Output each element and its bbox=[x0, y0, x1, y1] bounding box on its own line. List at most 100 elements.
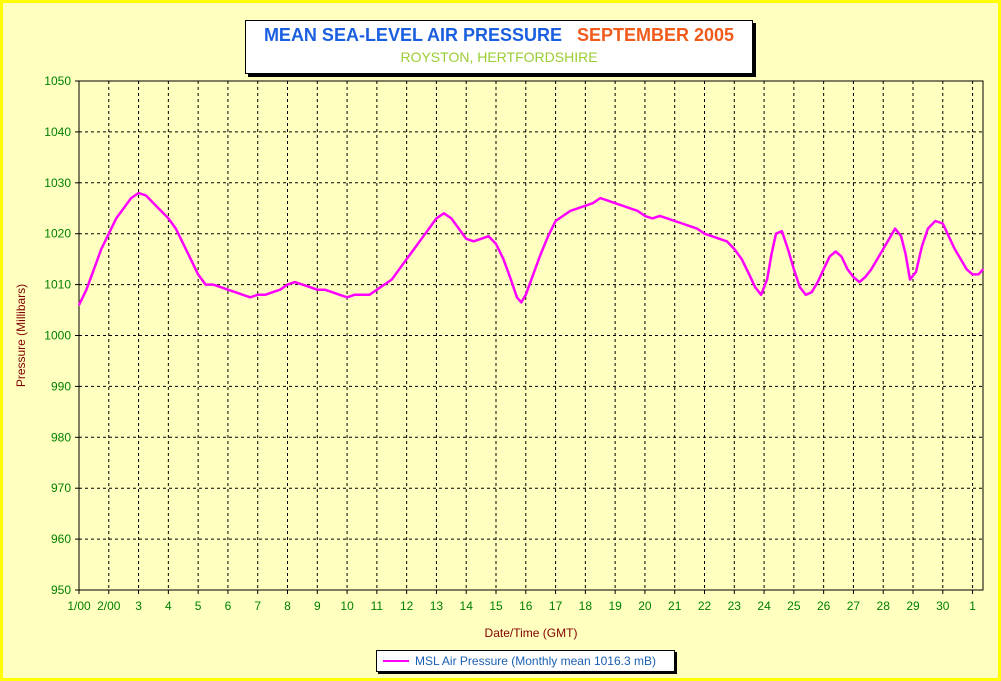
data-point bbox=[904, 253, 907, 255]
series-layer bbox=[77, 191, 984, 306]
data-point bbox=[175, 227, 177, 230]
y-tick-label: 990 bbox=[51, 379, 71, 393]
data-point bbox=[458, 227, 460, 230]
data-point bbox=[921, 245, 923, 248]
data-point bbox=[584, 204, 587, 207]
data-point bbox=[204, 283, 207, 286]
x-tick-label: 1/00 bbox=[67, 599, 91, 613]
data-point bbox=[100, 248, 103, 250]
x-axis-title: Date/Time (GMT) bbox=[485, 626, 578, 640]
data-point bbox=[316, 288, 319, 291]
data-point bbox=[376, 288, 378, 291]
chart-subtitle: ROYSTON, HERTFORDSHIRE bbox=[400, 49, 598, 65]
data-point bbox=[965, 268, 968, 271]
y-tick-label: 1020 bbox=[44, 227, 71, 241]
x-tick-label: 27 bbox=[847, 599, 861, 613]
data-point bbox=[799, 286, 801, 288]
x-tick-label: 17 bbox=[549, 599, 563, 613]
data-point bbox=[870, 268, 873, 271]
series-line-msl-pressure bbox=[77, 191, 984, 306]
y-tick-label: 1000 bbox=[44, 329, 71, 343]
data-point bbox=[740, 258, 743, 260]
data-point bbox=[93, 268, 95, 271]
data-point bbox=[286, 283, 289, 286]
x-tick-label: 10 bbox=[340, 599, 354, 613]
y-tick-label: 970 bbox=[51, 481, 71, 495]
data-point bbox=[137, 192, 140, 194]
data-point bbox=[450, 217, 453, 220]
data-point bbox=[435, 217, 438, 220]
data-point bbox=[748, 273, 750, 276]
data-point bbox=[189, 258, 192, 260]
data-point bbox=[256, 294, 259, 296]
data-point bbox=[323, 288, 326, 291]
x-tick-label: 11 bbox=[371, 599, 384, 613]
x-tick-label: 7 bbox=[254, 599, 261, 613]
data-point bbox=[271, 291, 274, 294]
x-tick-label: 16 bbox=[519, 599, 533, 613]
chart-period: SEPTEMBER 2005 bbox=[577, 25, 735, 45]
y-axis-ticks: 950 960 970 980 990 1000 1010 1020 1030 1040 1050 bbox=[44, 74, 79, 597]
data-point bbox=[361, 294, 363, 296]
data-point bbox=[301, 283, 304, 286]
data-point bbox=[547, 235, 549, 237]
x-tick-label: 13 bbox=[430, 599, 444, 613]
data-point bbox=[495, 243, 497, 245]
data-point bbox=[331, 291, 334, 294]
data-point bbox=[487, 235, 490, 237]
data-point bbox=[760, 294, 762, 296]
data-point bbox=[606, 199, 609, 202]
data-point bbox=[279, 288, 281, 291]
data-point bbox=[197, 273, 199, 276]
data-point bbox=[681, 222, 683, 225]
data-point bbox=[766, 278, 768, 281]
data-point bbox=[413, 248, 415, 250]
data-point bbox=[516, 296, 518, 299]
data-point bbox=[733, 248, 736, 250]
data-point bbox=[909, 278, 911, 281]
data-point bbox=[152, 202, 155, 204]
data-point bbox=[78, 304, 80, 306]
data-point bbox=[659, 215, 661, 217]
x-tick-label: 4 bbox=[165, 599, 172, 613]
x-tick-label: 8 bbox=[284, 599, 291, 613]
data-point bbox=[959, 258, 962, 260]
data-point bbox=[614, 202, 616, 204]
data-point bbox=[621, 204, 624, 207]
data-point bbox=[894, 227, 896, 230]
data-point bbox=[108, 232, 110, 235]
data-point bbox=[711, 235, 713, 237]
data-point bbox=[644, 215, 646, 217]
x-tick-label: 3 bbox=[135, 599, 142, 613]
y-tick-label: 1010 bbox=[44, 278, 71, 292]
x-tick-label: 24 bbox=[757, 599, 771, 613]
x-tick-label: 15 bbox=[489, 599, 503, 613]
chart-title-line: MEAN SEA-LEVEL AIR PRESSURE SEPTEMBER 20… bbox=[246, 25, 752, 46]
data-point bbox=[539, 253, 542, 255]
data-point bbox=[577, 207, 579, 210]
data-point bbox=[666, 217, 669, 220]
x-tick-label: 29 bbox=[906, 599, 920, 613]
data-point bbox=[569, 210, 572, 212]
data-point bbox=[368, 294, 371, 296]
data-point bbox=[520, 301, 523, 304]
data-point bbox=[130, 197, 132, 199]
data-point bbox=[212, 283, 214, 286]
x-tick-label: 5 bbox=[195, 599, 202, 613]
x-tick-label: 9 bbox=[314, 599, 321, 613]
x-tick-label: 28 bbox=[877, 599, 891, 613]
data-point bbox=[599, 197, 602, 199]
data-point bbox=[629, 207, 631, 210]
x-tick-label: 14 bbox=[460, 599, 474, 613]
y-tick-label: 980 bbox=[51, 430, 71, 444]
y-tick-label: 950 bbox=[51, 583, 71, 597]
legend: MSL Air Pressure (Monthly mean 1016.3 mB… bbox=[376, 650, 675, 672]
data-point bbox=[554, 220, 557, 222]
data-point bbox=[754, 286, 756, 288]
data-point bbox=[726, 240, 728, 243]
data-point bbox=[182, 243, 185, 245]
data-point bbox=[420, 238, 423, 240]
data-point bbox=[858, 281, 861, 283]
data-point bbox=[947, 235, 950, 237]
y-tick-label: 1040 bbox=[44, 125, 71, 139]
